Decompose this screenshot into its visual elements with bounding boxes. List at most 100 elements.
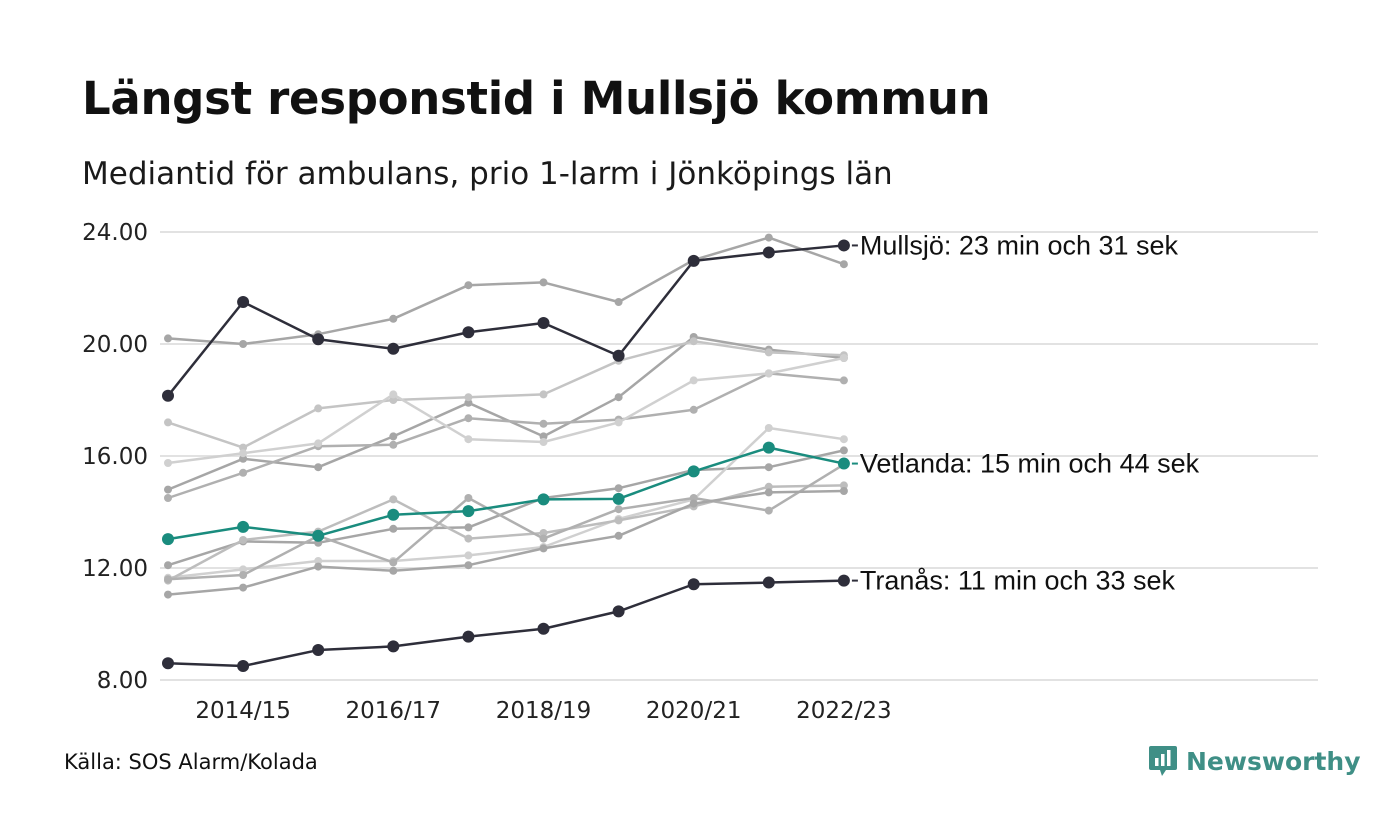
background-series-point	[389, 396, 398, 404]
background-series-point	[314, 439, 323, 448]
background-series-point	[239, 454, 248, 463]
background-series-point	[389, 440, 398, 449]
background-series-line	[166, 339, 846, 449]
chart-subtitle: Mediantid för ambulans, prio 1-larm i Jö…	[82, 156, 893, 192]
background-series-line	[166, 236, 846, 346]
background-series-point	[839, 354, 848, 362]
background-series-point	[839, 376, 848, 385]
background-series-point	[389, 495, 398, 504]
background-series-line	[166, 335, 846, 491]
series-vetlanda-label: Vetlanda: 15 min och 44 sek	[860, 449, 1200, 479]
series-vetlanda-point	[312, 529, 325, 542]
background-series-point	[164, 494, 172, 502]
background-series-point	[764, 348, 773, 357]
background-series-point	[464, 398, 473, 407]
background-series-point	[314, 562, 323, 571]
background-series-point	[614, 505, 623, 514]
background-series-point	[464, 551, 473, 560]
brand-name: Newsworthy	[1186, 746, 1361, 776]
background-series-point	[389, 390, 398, 399]
background-series-point	[764, 506, 773, 515]
series-mullsj-point	[312, 333, 325, 346]
series-mullsj-point	[537, 317, 550, 329]
background-series-point	[764, 463, 773, 472]
background-series-point	[164, 334, 172, 343]
background-series-point	[239, 443, 248, 452]
background-series-point	[539, 390, 548, 399]
series-mullsj-point	[462, 326, 475, 339]
series-trans-point	[162, 657, 174, 670]
background-series-point	[839, 487, 848, 495]
newsworthy-icon	[1149, 746, 1177, 776]
series-vetlanda-point	[537, 493, 550, 506]
background-series-line	[166, 449, 846, 567]
series-vetlanda-point	[237, 520, 250, 533]
background-series-point	[389, 566, 398, 575]
series-vetlanda-point	[762, 441, 775, 454]
background-series-point	[239, 468, 248, 477]
background-series-point	[614, 484, 623, 493]
series-mullsj-line	[166, 244, 846, 398]
background-series-line	[166, 463, 846, 581]
background-series-point	[314, 404, 323, 413]
background-series-point	[239, 536, 248, 544]
background-series-point	[314, 463, 323, 472]
background-series-line	[166, 489, 846, 596]
series-mullsj-point	[162, 389, 174, 402]
background-series-point	[839, 435, 848, 444]
background-series-point	[839, 481, 848, 490]
series-trans-point	[687, 578, 700, 591]
background-series-point	[539, 529, 548, 537]
background-series-point	[239, 565, 248, 574]
series-trans-point	[612, 605, 625, 618]
background-series-point	[464, 393, 473, 402]
background-series-point	[689, 376, 698, 385]
series-trans-line	[166, 579, 846, 668]
background-series-point	[464, 414, 473, 423]
series-trans-point	[237, 660, 250, 672]
series-vetlanda-point	[687, 465, 700, 478]
series-mullsj-point	[837, 239, 850, 252]
background-series-point	[164, 575, 172, 584]
series-vetlanda-point	[162, 533, 174, 546]
x-tick-label: 2014/15	[195, 698, 291, 724]
background-series-point	[764, 369, 773, 378]
background-series-point	[239, 571, 248, 579]
background-series-point	[689, 337, 698, 346]
series-vetlanda-point	[462, 505, 475, 518]
background-series-point	[239, 583, 248, 592]
background-series-point	[839, 260, 848, 269]
brand-logo: Newsworthy	[1148, 744, 1361, 778]
background-series-point	[464, 494, 473, 502]
background-series-point	[614, 393, 623, 402]
series-vetlanda-line	[166, 446, 846, 541]
background-series-line	[166, 426, 846, 580]
background-series-point	[764, 424, 773, 432]
series-mullsj-point	[612, 349, 625, 362]
background-series-point	[389, 314, 398, 323]
background-series-point	[464, 281, 473, 290]
y-tick-label: 24.00	[82, 220, 148, 246]
background-series-point	[239, 340, 248, 348]
series-vetlanda-point	[837, 457, 850, 470]
background-series-point	[839, 446, 848, 455]
background-series-point	[614, 298, 623, 306]
x-tick-label: 2018/19	[496, 698, 592, 724]
series-trans-point	[462, 630, 475, 643]
x-tick-label: 2016/17	[346, 698, 442, 724]
x-tick-label: 2022/23	[796, 698, 892, 724]
background-series-point	[164, 485, 172, 494]
series-trans-point	[387, 640, 400, 653]
background-series-point	[614, 418, 623, 427]
background-series-point	[764, 482, 773, 491]
background-series-point	[164, 418, 172, 427]
background-series-point	[539, 419, 548, 428]
background-series-point	[164, 561, 172, 570]
background-series-point	[614, 531, 623, 540]
background-series-point	[539, 438, 548, 446]
y-tick-label: 16.00	[82, 444, 148, 470]
background-series-point	[539, 278, 548, 287]
background-series-point	[539, 534, 548, 543]
y-tick-label: 8.00	[97, 668, 148, 694]
